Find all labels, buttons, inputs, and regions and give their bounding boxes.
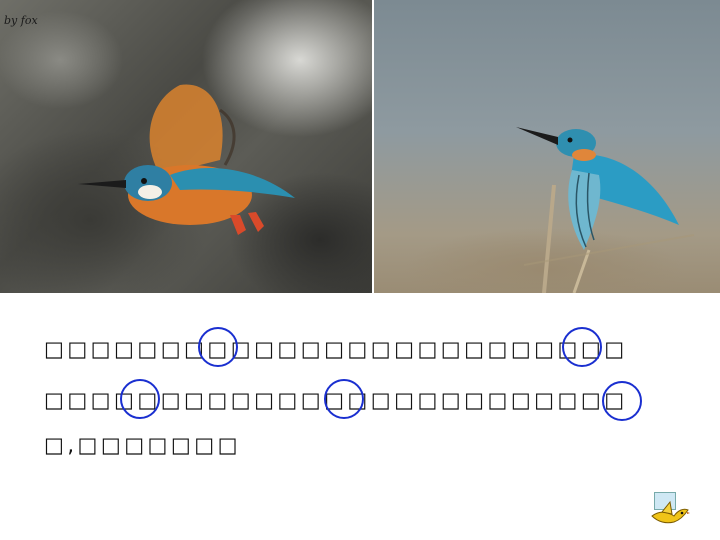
photo-kingfisher-perched (374, 0, 720, 293)
kingfisher-flying-illustration (78, 84, 295, 235)
nav-bird-button[interactable] (648, 490, 690, 528)
marker-circle (120, 379, 160, 419)
text-line-3-main: □,□□□□□□□ (44, 433, 241, 457)
text-line-3: □,□□□□□□□ (44, 433, 241, 457)
photo-watermark: by fox (4, 14, 38, 27)
kingfisher-perched-illustration (516, 127, 695, 293)
text-line-1-bold: □□□□ (417, 337, 511, 361)
marker-circle (562, 327, 602, 367)
photo-divider (372, 0, 374, 293)
photo-kingfisher-flying: by fox (0, 0, 372, 293)
marker-circle (198, 327, 238, 367)
text-line-1: □□□□□□□□□□□□□□□□□□□□□□□□□ (44, 337, 628, 361)
marker-circle (602, 381, 642, 421)
marker-circle (324, 379, 364, 419)
bird-nav-icon (651, 500, 690, 524)
